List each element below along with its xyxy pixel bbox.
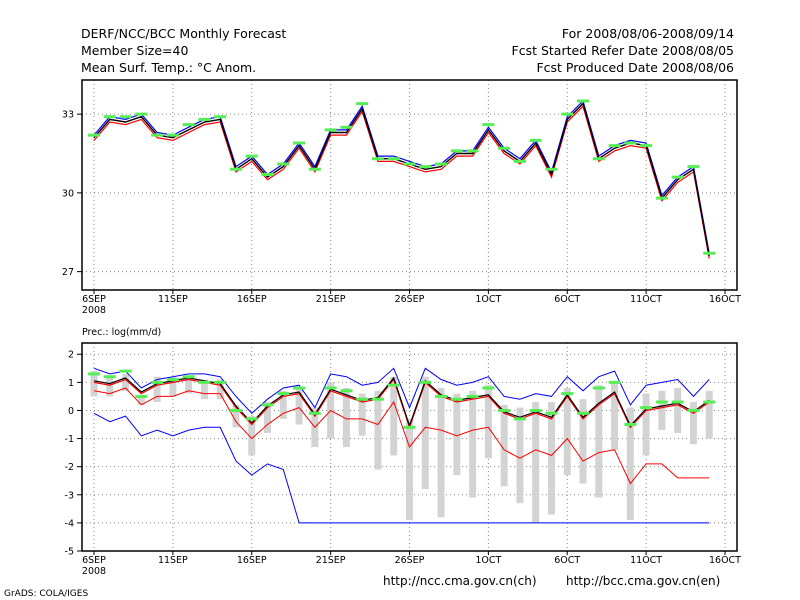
grads-credit: GrADS: COLA/IGES	[4, 589, 89, 599]
prec-spread-bar	[563, 387, 571, 476]
prec-xtick-label: 1OCT	[475, 555, 501, 566]
temp-xtick-label: 11SEP	[158, 294, 188, 305]
prec-ytick-label: 0	[68, 406, 74, 417]
prec-spread-bar	[279, 390, 287, 419]
prec-xtick-year: 2008	[82, 566, 106, 577]
prec-ytick-label: -2	[65, 462, 74, 473]
prec-spread-bar	[658, 390, 666, 431]
prec-spread-bar	[674, 387, 682, 433]
prec-spread-bar	[500, 404, 508, 487]
prec-xtick-label: 11OCT	[630, 555, 662, 566]
prec-spread-bar	[626, 407, 634, 521]
prec-spread-bar	[642, 393, 650, 456]
prec-lower-line	[93, 387, 710, 485]
prec-xtick-label: 21SEP	[316, 555, 346, 566]
temp-xtick-label: 16SEP	[237, 294, 267, 305]
temp-xtick-label: 6OCT	[554, 294, 580, 305]
prec-ytick-label: -1	[65, 434, 74, 445]
prec-ytick-label: 2	[68, 350, 74, 361]
prec-mean-dark-line	[93, 376, 710, 428]
prec-spread-bar	[264, 402, 272, 433]
temp-ytick-label: 33	[62, 110, 74, 121]
prec-spread-bar	[611, 382, 619, 450]
prec-xtick-label: 16OCT	[709, 555, 741, 566]
prec-ytick-label: 1	[68, 378, 74, 389]
temp-xtick-label: 26SEP	[395, 294, 425, 305]
prec-spread-bar	[421, 376, 429, 490]
prec-spread-bar	[705, 390, 713, 439]
prec-spread-bar	[137, 396, 145, 405]
prec-spread-bar	[122, 373, 130, 391]
temp-ytick-label: 30	[62, 188, 74, 199]
prec-panel-title: Prec.: log(mm/d)	[82, 327, 161, 338]
prec-max-line	[93, 367, 710, 414]
temp-xtick-label: 11OCT	[630, 294, 662, 305]
prec-spread-bar	[595, 385, 603, 498]
prec-spread-bar	[579, 399, 587, 484]
prec-spread-bar	[200, 379, 208, 400]
prec-spread-bar	[295, 387, 303, 425]
prec-spread-bar	[153, 376, 161, 403]
prec-spread-bar	[169, 376, 177, 397]
prec-spread-bar	[232, 404, 240, 428]
prec-ytick-label: -5	[65, 547, 74, 558]
prec-spread-bar	[90, 371, 98, 397]
temp-xtick-year: 2008	[82, 305, 106, 316]
prec-spread-bar	[516, 407, 524, 504]
prec-spread-bar	[406, 418, 413, 521]
prec-spread-bar	[484, 385, 492, 459]
prec-xtick-label: 6OCT	[554, 555, 580, 566]
prec-spread-bar	[453, 393, 461, 476]
prec-spread-bar	[390, 376, 398, 456]
forecast-period-label: For 2008/08/06-2008/09/14	[561, 26, 734, 41]
prec-xtick-label: 26SEP	[395, 555, 425, 566]
temp-xtick-label: 16OCT	[709, 294, 741, 305]
prec-spread-bar	[689, 402, 697, 445]
prec-spread-bar	[469, 390, 477, 498]
temp-xtick-label: 21SEP	[316, 294, 346, 305]
chart-title: DERF/NCC/BCC Monthly Forecast	[81, 26, 287, 41]
prec-spread-bar	[374, 390, 382, 470]
ncc-link[interactable]: http://ncc.cma.gov.cn(ch)	[383, 574, 537, 588]
prec-xtick-label: 11SEP	[158, 555, 188, 566]
prec-xtick-label: 6SEP	[82, 555, 106, 566]
prec-xtick-label: 16SEP	[237, 555, 267, 566]
temp-xtick-label: 6SEP	[82, 294, 106, 305]
prec-spread-bar	[342, 387, 350, 447]
prec-spread-bar	[185, 376, 193, 394]
temp-xtick-label: 1OCT	[475, 294, 501, 305]
temp-upper-line	[93, 99, 710, 254]
prec-spread-bar	[437, 387, 445, 518]
prec-spread-bar	[248, 416, 256, 456]
prec-spread-bar	[547, 402, 555, 515]
forecast-start-label: Fcst Started Refer Date 2008/08/05	[511, 43, 735, 58]
member-size-label: Member Size=40	[81, 43, 189, 58]
bcc-link[interactable]: http://bcc.cma.gov.cn(en)	[566, 574, 721, 588]
prec-spread-bar	[358, 393, 366, 436]
prec-spread-bar	[532, 402, 540, 523]
temp-lower-line	[93, 105, 710, 259]
temp-mean-line	[93, 102, 710, 257]
forecast-produced-label: Fcst Produced Date 2008/08/06	[536, 60, 734, 75]
prec-ytick-label: -4	[65, 518, 74, 529]
prec-min_member-line	[93, 412, 710, 524]
prec-spread-bar	[106, 376, 114, 397]
variable-label: Mean Surf. Temp.: °C Anom.	[81, 60, 257, 75]
prec-spread-bar	[216, 379, 224, 400]
prec-ytick-label: -3	[65, 490, 74, 501]
temp-ytick-label: 27	[62, 267, 74, 278]
